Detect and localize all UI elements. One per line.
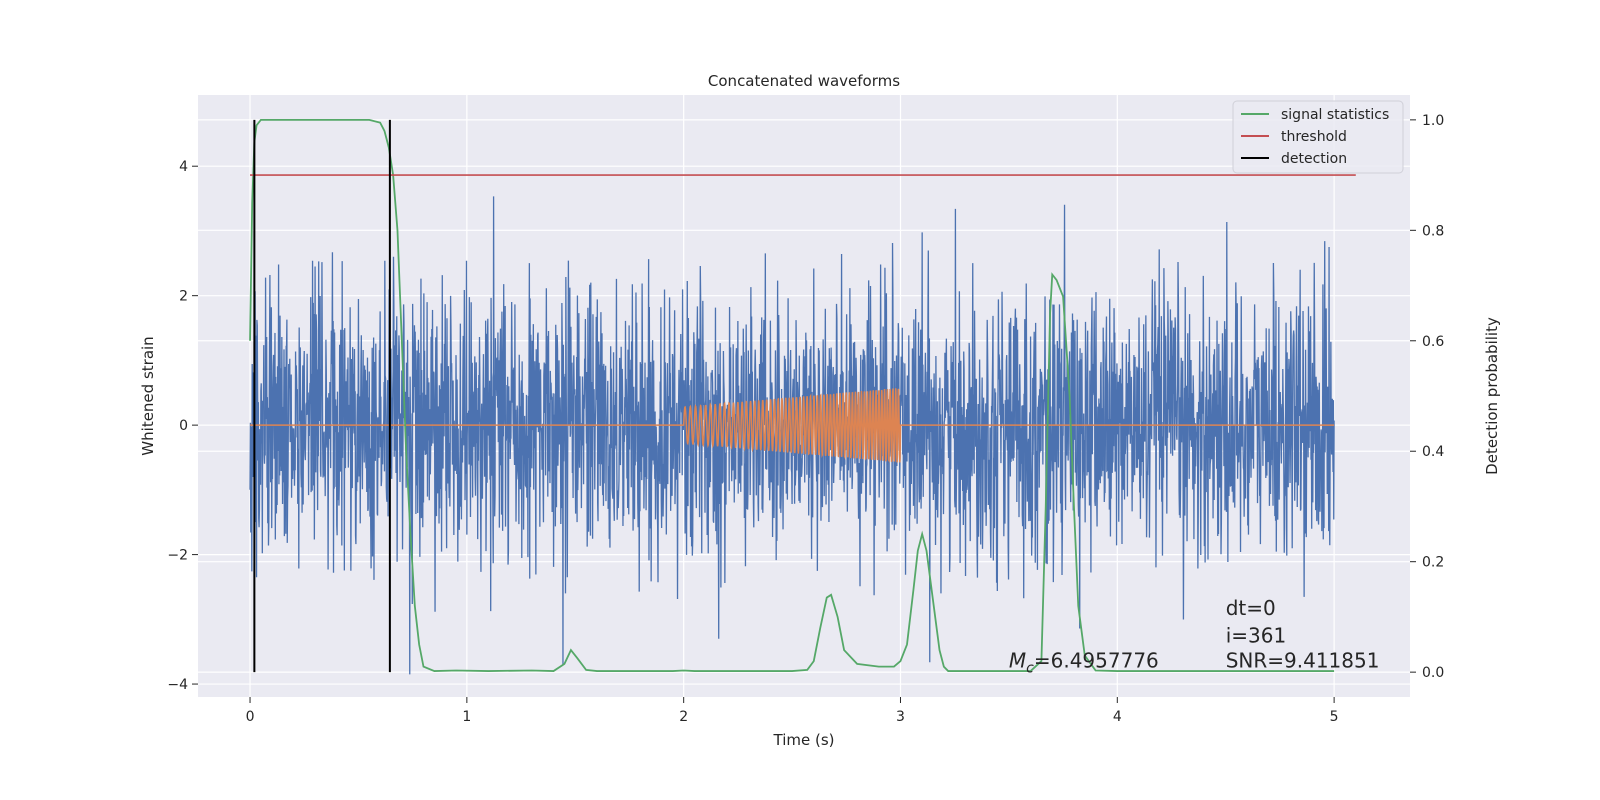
chart-title: Concatenated waveforms — [708, 72, 900, 90]
x-tick-label: 5 — [1330, 709, 1339, 725]
x-tick-label: 3 — [896, 709, 905, 725]
template-series — [250, 388, 1335, 464]
y-tick-label: −4 — [167, 677, 188, 693]
x-tick-label: 1 — [462, 709, 471, 725]
annotation-text: Mc=6.4957776 — [1009, 648, 1159, 676]
annotation-text: dt=0 — [1226, 596, 1276, 620]
y-axis-right-label: Detection probability — [1483, 317, 1501, 475]
y-right-tick-label: 0.4 — [1422, 444, 1444, 460]
y-tick-label: −2 — [167, 548, 188, 564]
legend-label: signal statistics — [1281, 107, 1389, 123]
y-right-tick-label: 0.2 — [1422, 555, 1444, 571]
y-tick-label: 2 — [179, 289, 188, 305]
y-right-tick-label: 0.8 — [1422, 223, 1444, 239]
strain-series — [249, 196, 1335, 675]
legend: signal statistics threshold detection — [1232, 100, 1404, 174]
y-tick-label: 0 — [179, 418, 188, 434]
y-tick-label: 4 — [179, 159, 188, 175]
legend-box — [1232, 100, 1404, 174]
legend-label: threshold — [1281, 129, 1347, 145]
series-layer — [249, 118, 1356, 675]
annotation-text: i=361 — [1226, 624, 1287, 648]
x-tick-label: 2 — [679, 709, 688, 725]
y-right-tick-label: 0.0 — [1422, 665, 1444, 681]
signal-statistics-series — [249, 118, 1335, 672]
x-tick-label: 4 — [1113, 709, 1122, 725]
legend-label: detection — [1281, 151, 1347, 167]
x-tick-label: 0 — [246, 709, 255, 725]
y-right-tick-label: 1.0 — [1422, 113, 1444, 129]
y-right-tick-label: 0.6 — [1422, 334, 1444, 350]
x-axis-label: Time (s) — [773, 731, 835, 749]
tick-labels: 0 1 2 3 4 5 −4 −2 0 2 4 0.0 0.2 0.4 0.6 0.8 1.0 — [167, 113, 1444, 725]
annotation-text: SNR=9.411851 — [1226, 648, 1380, 672]
y-axis-label: Whitened strain — [139, 336, 157, 455]
